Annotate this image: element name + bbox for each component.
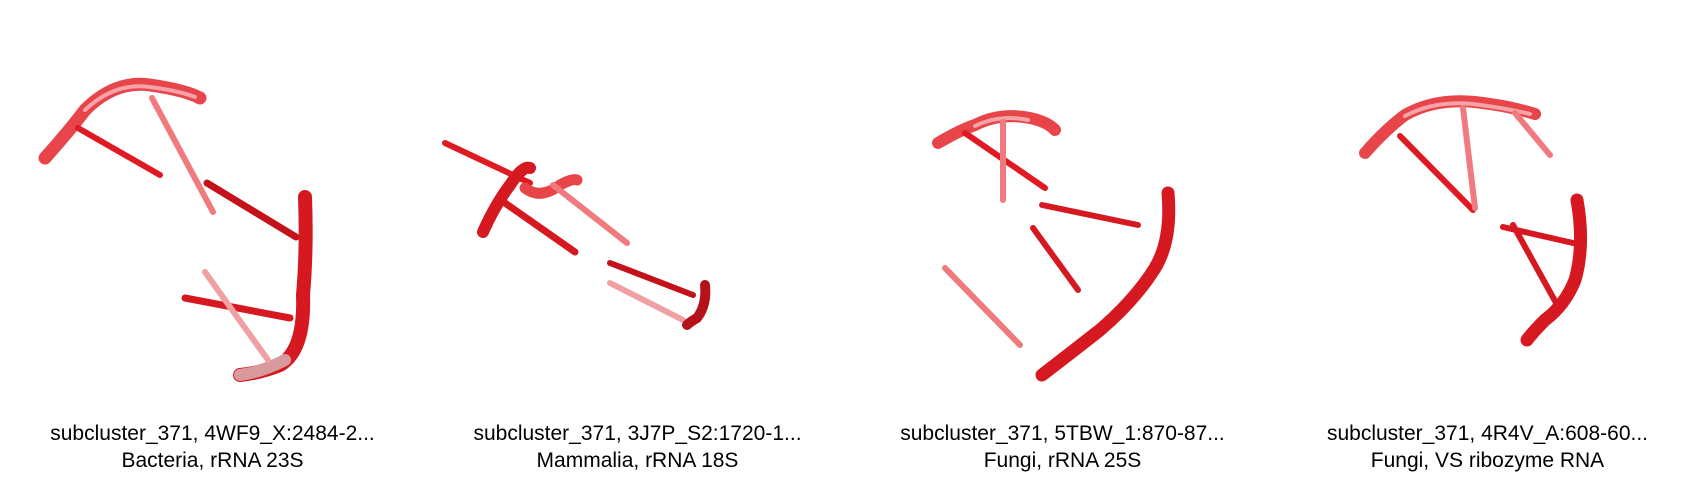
backbone-lower-fade bbox=[234, 354, 291, 381]
caption-subtitle: Mammalia, rRNA 18S bbox=[536, 449, 739, 472]
backbone-upper bbox=[477, 161, 536, 238]
caption-2: subcluster_371, 3J7P_S2:1720-1... Mammal… bbox=[425, 420, 850, 474]
caption-title: subcluster_371, 5TBW_1:870-87... bbox=[900, 422, 1225, 445]
backbone-lower bbox=[1035, 186, 1176, 382]
base-stick bbox=[550, 182, 630, 246]
caption-1: subcluster_371, 4WF9_X:2484-2... Bacteri… bbox=[0, 420, 425, 474]
base-stick bbox=[942, 265, 1023, 348]
structure-panel-3: subcluster_371, 5TBW_1:870-87... Fungi, … bbox=[850, 0, 1275, 480]
base-stick bbox=[1397, 133, 1476, 213]
base-stick bbox=[149, 95, 216, 215]
rna-structure-image-4 bbox=[1359, 95, 1588, 347]
caption-subtitle: Fungi, rRNA 25S bbox=[983, 449, 1142, 472]
base-stick bbox=[203, 179, 300, 241]
backbone-lower bbox=[1520, 193, 1588, 347]
caption-subtitle: Bacteria, rRNA 23S bbox=[121, 449, 304, 472]
base-stick bbox=[607, 280, 686, 323]
caption-3: subcluster_371, 5TBW_1:870-87... Fungi, … bbox=[850, 420, 1275, 474]
backbone-upper-bend bbox=[519, 174, 583, 199]
base-stick bbox=[181, 294, 294, 322]
structure-panel-4: subcluster_371, 4R4V_A:608-60... Fungi, … bbox=[1275, 0, 1700, 480]
rna-structure-image-2 bbox=[442, 140, 711, 330]
structure-panel-2: subcluster_371, 3J7P_S2:1720-1... Mammal… bbox=[425, 0, 850, 480]
base-stick bbox=[1030, 225, 1081, 293]
backbone-lower bbox=[682, 280, 711, 330]
base-stick bbox=[75, 125, 163, 178]
structure-panel-1: subcluster_371, 4WF9_X:2484-2... Bacteri… bbox=[0, 0, 425, 480]
base-stick bbox=[1510, 222, 1563, 313]
base-stick bbox=[607, 260, 696, 298]
rna-structure-image-3 bbox=[932, 110, 1176, 382]
base-stick bbox=[202, 269, 271, 363]
caption-4: subcluster_371, 4R4V_A:608-60... Fungi, … bbox=[1275, 420, 1700, 474]
caption-title: subcluster_371, 4WF9_X:2484-2... bbox=[50, 422, 375, 445]
base-stick bbox=[1039, 202, 1141, 228]
caption-subtitle: Fungi, VS ribozyme RNA bbox=[1370, 449, 1605, 472]
base-stick bbox=[1460, 105, 1478, 211]
backbone-upper-highlight bbox=[83, 84, 197, 112]
caption-title: subcluster_371, 4R4V_A:608-60... bbox=[1326, 422, 1649, 445]
backbone-upper-highlight bbox=[973, 116, 1030, 128]
base-stick bbox=[501, 199, 579, 256]
base-stick bbox=[1512, 110, 1553, 158]
rna-structure-image-1 bbox=[38, 77, 313, 382]
caption-title: subcluster_371, 3J7P_S2:1720-1... bbox=[473, 422, 802, 445]
